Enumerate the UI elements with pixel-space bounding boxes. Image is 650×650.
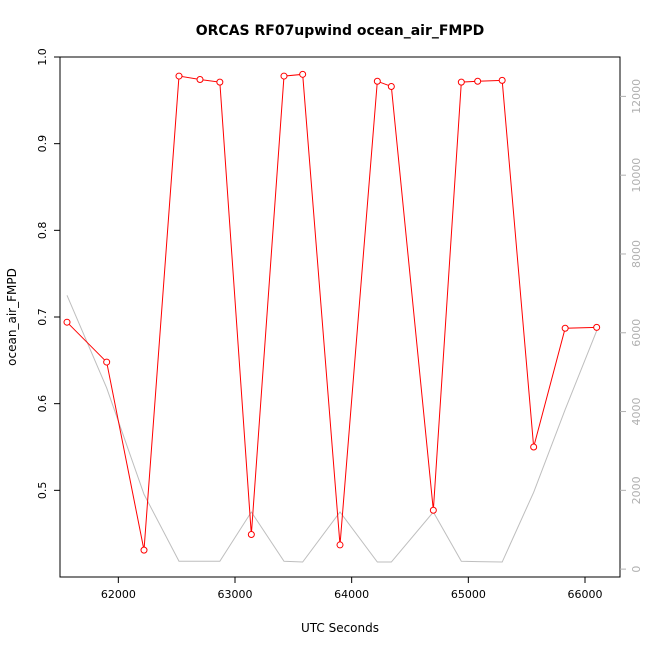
- x-tick-label: 62000: [101, 588, 136, 601]
- data-point: [474, 77, 482, 85]
- chart-title: ORCAS RF07upwind ocean_air_FMPD: [196, 23, 485, 39]
- x-tick-label: 63000: [218, 588, 253, 601]
- y2-tick-label: 8000: [630, 240, 643, 268]
- data-point: [498, 76, 506, 84]
- y-axis-ticks: 0.5 0.6 0.7 0.8 0.9 1.0: [36, 48, 60, 499]
- data-point: [373, 77, 381, 85]
- y2-tick-label: 12000: [630, 79, 643, 114]
- y2-tick-label: 0: [630, 566, 643, 573]
- data-point: [387, 82, 395, 90]
- plot-frame: [59, 56, 621, 578]
- data-point: [457, 78, 465, 86]
- y2-tick-label: 4000: [630, 398, 643, 426]
- x-tick-label: 64000: [334, 588, 369, 601]
- y-tick-label: 0.9: [36, 135, 49, 153]
- x-tick-label: 65000: [451, 588, 486, 601]
- y-tick-label: 1.0: [36, 48, 49, 66]
- series-layer: [63, 70, 601, 563]
- data-point: [593, 323, 601, 331]
- y2-axis-ticks: 0 2000 4000 6000 8000 10000 12000: [620, 79, 643, 573]
- x-tick-label: 66000: [568, 588, 603, 601]
- y2-tick-label: 10000: [630, 158, 643, 193]
- data-point: [280, 72, 288, 80]
- data-point: [175, 72, 183, 80]
- data-point: [103, 358, 111, 366]
- data-point: [336, 541, 344, 549]
- y-tick-label: 0.8: [36, 222, 49, 240]
- y-tick-label: 0.7: [36, 308, 49, 326]
- data-point: [299, 70, 307, 78]
- data-point: [429, 506, 437, 514]
- y-axis-label: ocean_air_FMPD: [5, 268, 19, 366]
- y-tick-label: 0.5: [36, 482, 49, 500]
- data-point: [216, 78, 224, 86]
- data-point: [530, 443, 538, 451]
- data-point: [140, 546, 148, 554]
- series-line-gray: [66, 295, 598, 563]
- y-tick-label: 0.6: [36, 395, 49, 413]
- series-line-red: [66, 73, 597, 551]
- data-point: [561, 324, 569, 332]
- x-axis-label: UTC Seconds: [301, 621, 379, 635]
- data-point: [63, 318, 71, 326]
- y2-tick-label: 6000: [630, 319, 643, 347]
- x-axis-ticks: 62000 63000 64000 65000 66000: [101, 577, 603, 601]
- y2-tick-label: 2000: [630, 476, 643, 504]
- data-point: [196, 76, 204, 84]
- data-point: [247, 531, 255, 539]
